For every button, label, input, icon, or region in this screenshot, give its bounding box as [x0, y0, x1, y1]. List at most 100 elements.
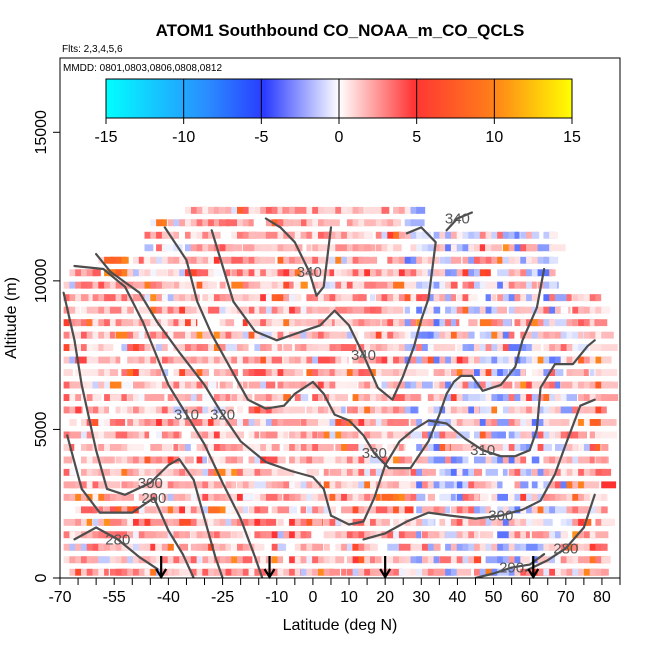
- heatmap-cell: [497, 394, 506, 401]
- heatmap-cell: [323, 319, 332, 327]
- heatmap-cell: [231, 269, 241, 277]
- contour-line-300: [362, 398, 596, 541]
- heatmap-cell: [133, 431, 145, 439]
- heatmap-cell: [381, 431, 393, 439]
- heatmap-cell: [196, 481, 205, 489]
- heatmap-cell: [352, 493, 364, 501]
- heatmap-cell: [277, 431, 289, 439]
- heatmap-cell: [560, 419, 570, 426]
- contour-label: 340: [297, 264, 322, 281]
- heatmap-cell: [69, 481, 77, 489]
- heatmap-cell: [601, 506, 608, 514]
- heatmap-cell: [121, 256, 129, 264]
- heatmap-cell: [422, 456, 430, 464]
- heatmap-cell: [479, 543, 487, 551]
- heatmap-cell: [537, 419, 548, 426]
- heatmap-cell: [404, 468, 410, 476]
- heatmap-cell: [474, 269, 483, 277]
- heatmap-cell: [410, 319, 416, 327]
- heatmap-cell: [277, 306, 286, 314]
- heatmap-cell: [115, 531, 128, 539]
- heatmap-cell: [370, 456, 384, 464]
- x-tick-label: -40: [157, 589, 180, 606]
- flight-arrows: [155, 556, 540, 580]
- heatmap-cell: [485, 344, 493, 351]
- heatmap-cell: [346, 231, 357, 239]
- heatmap-cell: [404, 306, 410, 314]
- heatmap-cell: [219, 281, 231, 289]
- heatmap-cell: [225, 206, 233, 214]
- heatmap-cell: [346, 269, 355, 277]
- heatmap-cell: [427, 518, 434, 526]
- heatmap-cell: [450, 269, 460, 277]
- heatmap-cell: [167, 493, 174, 501]
- heatmap-cell: [306, 344, 314, 351]
- heatmap-cell: [341, 456, 353, 464]
- heatmap-cell: [265, 394, 276, 401]
- heatmap-cell: [133, 381, 149, 389]
- heatmap-cell: [341, 419, 352, 426]
- heatmap-cell: [156, 456, 168, 464]
- heatmap-cell: [219, 518, 230, 526]
- heatmap-cell: [237, 269, 243, 277]
- heatmap-cell: [375, 468, 382, 476]
- heatmap-cell: [213, 456, 224, 464]
- heatmap-cell: [497, 231, 508, 239]
- heatmap-cell: [196, 244, 207, 252]
- x-axis-label: Latitude (deg N): [283, 617, 398, 634]
- heatmap-cell: [572, 493, 582, 501]
- heatmap-cell: [225, 369, 232, 376]
- heatmap-cell: [156, 543, 165, 551]
- heatmap-cell: [260, 331, 275, 339]
- heatmap-cell: [335, 319, 344, 327]
- heatmap-cell: [589, 294, 600, 302]
- colorbar-tick-label: 10: [485, 129, 503, 146]
- heatmap-cell: [601, 493, 607, 501]
- heatmap-cell: [121, 456, 133, 464]
- heatmap-cell: [133, 556, 139, 564]
- heatmap-cell: [312, 331, 323, 339]
- heatmap-cell: [306, 294, 315, 302]
- heatmap-cell: [75, 394, 86, 401]
- heatmap-cell: [115, 256, 121, 264]
- heatmap-cell: [358, 381, 366, 389]
- heatmap-cell: [422, 543, 434, 551]
- heatmap-cell: [572, 406, 581, 414]
- heatmap-cells: [63, 206, 619, 576]
- heatmap-cell: [549, 281, 557, 289]
- heatmap-cell: [271, 219, 283, 227]
- heatmap-cell: [196, 556, 202, 564]
- heatmap-cell: [601, 444, 609, 451]
- heatmap-cell: [185, 231, 191, 239]
- heatmap-cell: [393, 568, 403, 576]
- heatmap-cell: [225, 556, 233, 564]
- heatmap-cell: [202, 244, 212, 252]
- heatmap-cell: [416, 468, 427, 476]
- heatmap-cell: [474, 568, 483, 576]
- heatmap-cell: [306, 406, 316, 414]
- heatmap-cell: [393, 219, 402, 227]
- heatmap-cell: [237, 306, 246, 314]
- heatmap-cell: [254, 543, 265, 551]
- heatmap-cell: [219, 219, 230, 227]
- heatmap-cell: [248, 219, 254, 227]
- heatmap-cell: [514, 306, 522, 314]
- heatmap-cell: [491, 319, 502, 327]
- colorbar-ticks: -15 -10 -5 0 5 10 15: [94, 79, 581, 146]
- heatmap-cell: [445, 281, 452, 289]
- heatmap-cell: [601, 456, 607, 464]
- x-tick-label: 30: [412, 589, 430, 606]
- heatmap-cell: [520, 381, 531, 389]
- heatmap-cell: [231, 244, 242, 252]
- heatmap-cell: [497, 456, 508, 464]
- heatmap-cell: [254, 306, 260, 314]
- heatmap-cell: [416, 269, 427, 277]
- heatmap-cell: [416, 493, 426, 501]
- heatmap-cell: [422, 431, 430, 439]
- heatmap-cell: [364, 406, 371, 414]
- heatmap-cell: [265, 356, 274, 364]
- heatmap-cell: [300, 281, 308, 289]
- heatmap-cell: [462, 456, 469, 464]
- heatmap-cell: [531, 294, 539, 302]
- heatmap-cell: [98, 468, 112, 476]
